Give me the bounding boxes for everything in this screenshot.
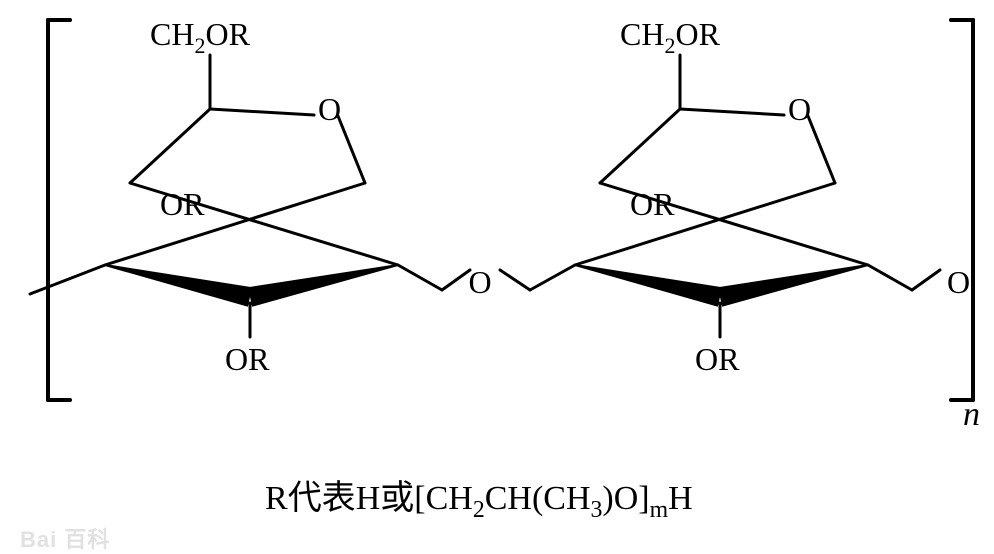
cap-mid1: 代表 [288,480,356,517]
svg-text:O: O [318,91,341,127]
cap-R: R [265,480,288,517]
svg-text:CH2OR: CH2OR [150,16,251,58]
cap-H: H [356,480,381,517]
svg-text:O: O [947,264,970,300]
svg-text:O: O [788,91,811,127]
svg-text:OR: OR [695,341,740,377]
svg-text:OR: OR [630,186,675,222]
baike-watermark: Bai 百科 [20,522,110,554]
r-definition-caption: R代表H或[CH2CH(CH3)O]mH [265,470,693,524]
svg-text:OR: OR [225,341,270,377]
svg-text:CH2OR: CH2OR [620,16,721,58]
svg-text:n: n [963,396,980,433]
svg-text:OR: OR [160,186,205,222]
cap-mid3: 或 [380,480,414,517]
cap-group: [CH2CH(CH3)O]mH [414,480,692,517]
svg-text:O: O [468,264,491,300]
